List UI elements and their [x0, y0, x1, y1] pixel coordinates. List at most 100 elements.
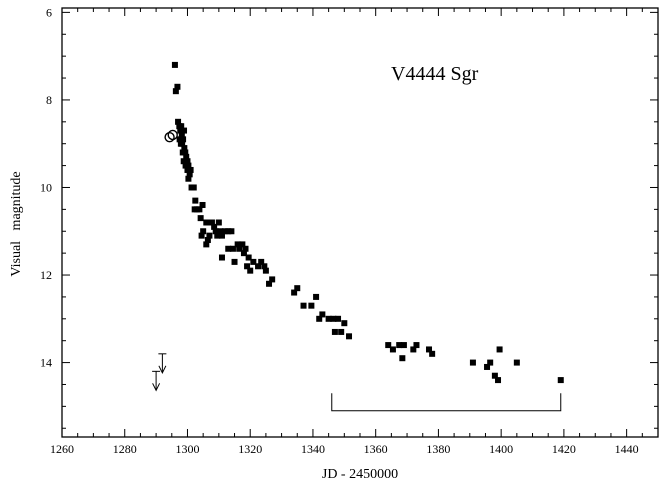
- data-point: [316, 315, 323, 322]
- data-point: [218, 254, 225, 261]
- data-point: [266, 280, 273, 287]
- data-point: [429, 350, 436, 357]
- data-point: [262, 267, 269, 274]
- y-tick-label: 8: [46, 93, 52, 107]
- data-point: [225, 245, 232, 252]
- plot-frame: [61, 7, 659, 438]
- data-point: [229, 245, 236, 252]
- data-point: [487, 359, 494, 366]
- data-point-circle: [164, 131, 175, 143]
- range-bracket: [331, 393, 562, 412]
- data-point: [197, 215, 204, 222]
- data-marks: [152, 61, 564, 392]
- data-point: [341, 320, 348, 327]
- data-point: [171, 61, 178, 68]
- data-point: [245, 254, 252, 261]
- data-point: [300, 302, 307, 309]
- data-point: [180, 136, 187, 143]
- chart-title: V4444 Sgr: [391, 63, 479, 85]
- data-point: [557, 377, 564, 384]
- data-point: [175, 118, 182, 125]
- data-point: [186, 171, 193, 178]
- x-axis-title: JD - 2450000: [322, 467, 398, 482]
- data-point: [469, 359, 476, 366]
- data-point: [242, 245, 249, 252]
- data-point: [313, 293, 320, 300]
- data-point: [185, 175, 192, 182]
- x-tick-label: 1260: [50, 442, 74, 456]
- plot-border: [61, 7, 659, 438]
- data-point: [247, 267, 254, 274]
- data-point: [182, 149, 189, 156]
- data-point: [228, 228, 235, 235]
- y-axis-title: Visual magnitude: [9, 171, 24, 276]
- data-point: [206, 232, 213, 239]
- data-point: [496, 346, 503, 353]
- data-point: [200, 228, 207, 235]
- data-point: [184, 166, 191, 173]
- annotations: [331, 393, 562, 412]
- data-point: [177, 127, 184, 134]
- data-point: [396, 342, 403, 349]
- tick-labels: 1260 1280 1300 1320 1340 1360 1380 1400 1420 1440…: [40, 5, 639, 456]
- data-point: [308, 302, 315, 309]
- data-point: [231, 258, 238, 265]
- data-point: [185, 162, 192, 169]
- data-point: [208, 219, 215, 226]
- data-point: [484, 363, 491, 370]
- y-tick-label: 6: [46, 5, 52, 19]
- x-tick-label: 1340: [301, 442, 325, 456]
- data-point: [291, 289, 298, 296]
- data-point: [325, 315, 332, 322]
- data-point: [181, 127, 188, 134]
- data-point: [236, 245, 243, 252]
- data-point: [244, 263, 251, 270]
- data-point: [172, 88, 179, 95]
- data-point: [338, 328, 345, 335]
- data-point: [513, 359, 520, 366]
- data-point: [225, 228, 232, 235]
- data-point: [187, 166, 194, 173]
- data-point: [204, 237, 211, 244]
- data-point: [198, 232, 205, 239]
- data-point: [217, 228, 224, 235]
- data-point: [212, 228, 219, 235]
- data-point: [319, 311, 326, 318]
- data-point: [180, 158, 187, 165]
- data-point: [178, 123, 185, 130]
- data-point: [203, 241, 210, 248]
- data-point: [234, 241, 241, 248]
- data-point: [211, 223, 218, 230]
- data-point: [176, 136, 183, 143]
- x-tick-label: 1380: [426, 442, 450, 456]
- data-point: [218, 232, 225, 239]
- axis-ticks: [61, 8, 659, 437]
- y-tick-label: 10: [40, 180, 52, 194]
- data-point: [346, 333, 353, 340]
- data-point: [190, 184, 197, 191]
- data-point: [214, 232, 221, 239]
- data-point: [179, 140, 186, 147]
- data-point: [222, 228, 229, 235]
- data-point: [385, 342, 392, 349]
- x-tick-label: 1420: [552, 442, 576, 456]
- data-point: [250, 258, 257, 265]
- data-point: [196, 206, 203, 213]
- data-point: [183, 153, 190, 160]
- x-tick-label: 1300: [175, 442, 199, 456]
- y-tick-label: 12: [40, 268, 52, 282]
- data-point: [184, 158, 191, 165]
- data-point: [495, 377, 502, 384]
- data-point: [192, 197, 199, 204]
- data-point: [255, 263, 262, 270]
- y-tick-label: 14: [40, 356, 52, 370]
- upper-limit-arrow: [158, 353, 167, 374]
- x-tick-label: 1320: [238, 442, 262, 456]
- data-point: [178, 131, 185, 138]
- data-point: [240, 250, 247, 257]
- data-point: [330, 315, 337, 322]
- data-point: [269, 276, 276, 283]
- x-tick-label: 1360: [364, 442, 388, 456]
- data-point: [410, 346, 417, 353]
- data-point: [400, 342, 407, 349]
